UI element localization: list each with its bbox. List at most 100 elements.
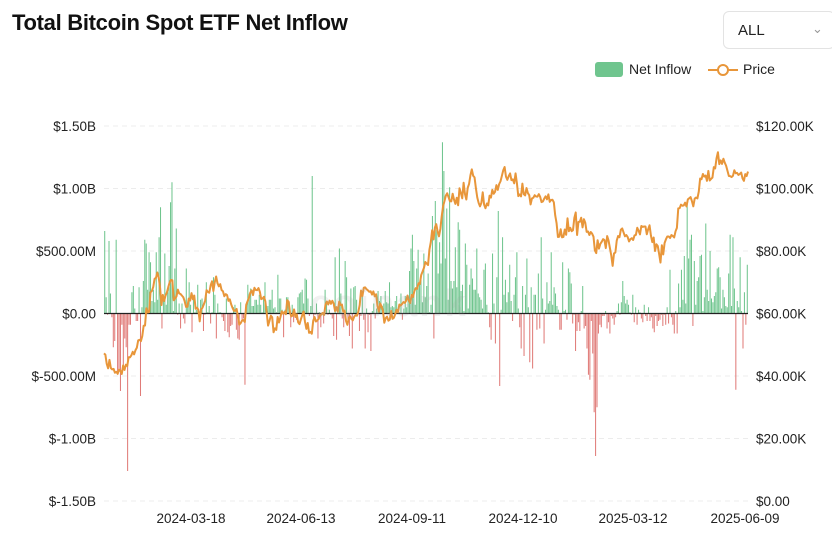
inflow-bar <box>690 234 692 314</box>
inflow-bar <box>147 289 149 314</box>
inflow-bar <box>234 304 236 314</box>
inflow-bar <box>112 313 114 348</box>
inflow-bar <box>404 296 406 314</box>
inflow-bar <box>519 313 521 328</box>
inflow-bar <box>709 251 711 314</box>
inflow-bar <box>383 303 385 314</box>
inflow-bar <box>544 309 547 314</box>
inflow-bar <box>318 312 320 314</box>
inflow-bar <box>702 311 704 314</box>
inflow-bar <box>726 307 728 314</box>
inflow-bar <box>403 308 405 314</box>
inflow-bar <box>117 313 119 375</box>
inflow-bar <box>434 201 436 314</box>
inflow-bar <box>370 313 372 351</box>
inflow-bar <box>514 277 516 314</box>
inflow-bar <box>138 287 140 314</box>
inflow-bar <box>195 309 197 314</box>
inflow-bar <box>623 296 625 314</box>
inflow-bar <box>666 307 668 314</box>
inflow-bar <box>347 313 349 320</box>
inflow-bar <box>351 313 353 349</box>
inflow-bar <box>513 294 515 314</box>
inflow-bar <box>646 313 648 321</box>
inflow-bar <box>626 299 628 314</box>
inflow-bar <box>400 293 402 314</box>
legend-label-net-inflow: Net Inflow <box>629 61 692 77</box>
inflow-bar <box>676 313 678 334</box>
inflow-bar <box>573 313 575 315</box>
inflow-bar <box>217 303 219 314</box>
inflow-bar <box>331 313 333 319</box>
inflow-bar <box>177 313 179 315</box>
inflow-bar <box>210 313 212 324</box>
inflow-bar <box>706 289 708 314</box>
inflow-bar <box>361 292 363 314</box>
inflow-bar <box>698 277 700 314</box>
x-tick-label: 2024-06-13 <box>266 511 335 526</box>
right-tick-label: $20.00K <box>756 432 806 447</box>
inflow-bar <box>565 309 567 314</box>
inflow-bar <box>150 262 152 314</box>
inflow-bar <box>655 313 657 316</box>
inflow-bar <box>713 296 715 314</box>
inflow-bar <box>346 277 348 314</box>
inflow-bar <box>467 308 469 314</box>
inflow-bar <box>201 298 203 314</box>
inflow-bar <box>700 254 702 314</box>
inflow-bar <box>211 312 213 314</box>
inflow-bar <box>278 298 280 314</box>
left-axis: $1.50B $1.00B $500.00M $0.00 $-500.00M $-1.00… <box>31 119 96 509</box>
inflow-bar <box>509 264 511 314</box>
inflow-bar <box>394 301 396 314</box>
right-tick-label: $80.00K <box>756 244 806 259</box>
inflow-bar <box>368 313 370 315</box>
inflow-bar <box>174 268 176 314</box>
inflow-bar <box>334 257 336 314</box>
inflow-bar <box>526 258 528 314</box>
inflow-bar <box>678 283 680 314</box>
x-tick-label: 2024-03-18 <box>156 511 225 526</box>
inflow-bar <box>441 142 443 314</box>
inflow-bar <box>277 274 279 314</box>
inflow-bar <box>520 313 522 349</box>
inflow-bar <box>559 313 561 330</box>
inflow-bar <box>238 313 240 340</box>
inflow-bar <box>227 313 229 333</box>
inflow-bar <box>660 313 662 315</box>
inflow-bar <box>225 298 227 314</box>
inflow-bar <box>391 306 393 314</box>
inflow-bar <box>670 313 672 318</box>
inflow-bar <box>536 313 538 330</box>
inflow-bar <box>222 313 225 321</box>
inflow-bar <box>172 311 174 314</box>
inflow-bar <box>129 313 131 325</box>
inflow-bar <box>555 293 557 314</box>
inflow-bar <box>168 266 170 314</box>
inflow-bar <box>593 313 595 413</box>
inflow-bar <box>539 313 541 329</box>
inflow-bar <box>736 301 738 314</box>
inflow-bar <box>537 273 539 314</box>
inflow-bar <box>636 313 638 325</box>
inflow-bar <box>348 313 350 336</box>
inflow-bar <box>141 307 143 314</box>
left-tick-label: $1.00B <box>53 182 96 197</box>
inflow-bar <box>191 313 193 333</box>
inflow-bar <box>215 313 217 339</box>
inflow-bar <box>738 307 740 314</box>
inflow-bar <box>255 299 257 314</box>
inflow-bar <box>124 313 126 339</box>
inflow-bar <box>134 308 136 314</box>
inflow-bar <box>686 201 688 314</box>
inflow-bar <box>449 187 451 314</box>
inflow-bar <box>220 312 222 314</box>
inflow-bar <box>388 282 391 314</box>
inflow-bar <box>483 269 485 314</box>
inflow-bar <box>589 313 591 380</box>
inflow-bar <box>721 308 723 314</box>
inflow-bar <box>609 313 611 334</box>
time-range-select[interactable]: ALL ⌄ <box>723 11 832 49</box>
inflow-bar <box>290 313 292 328</box>
inflow-bar <box>333 313 335 336</box>
